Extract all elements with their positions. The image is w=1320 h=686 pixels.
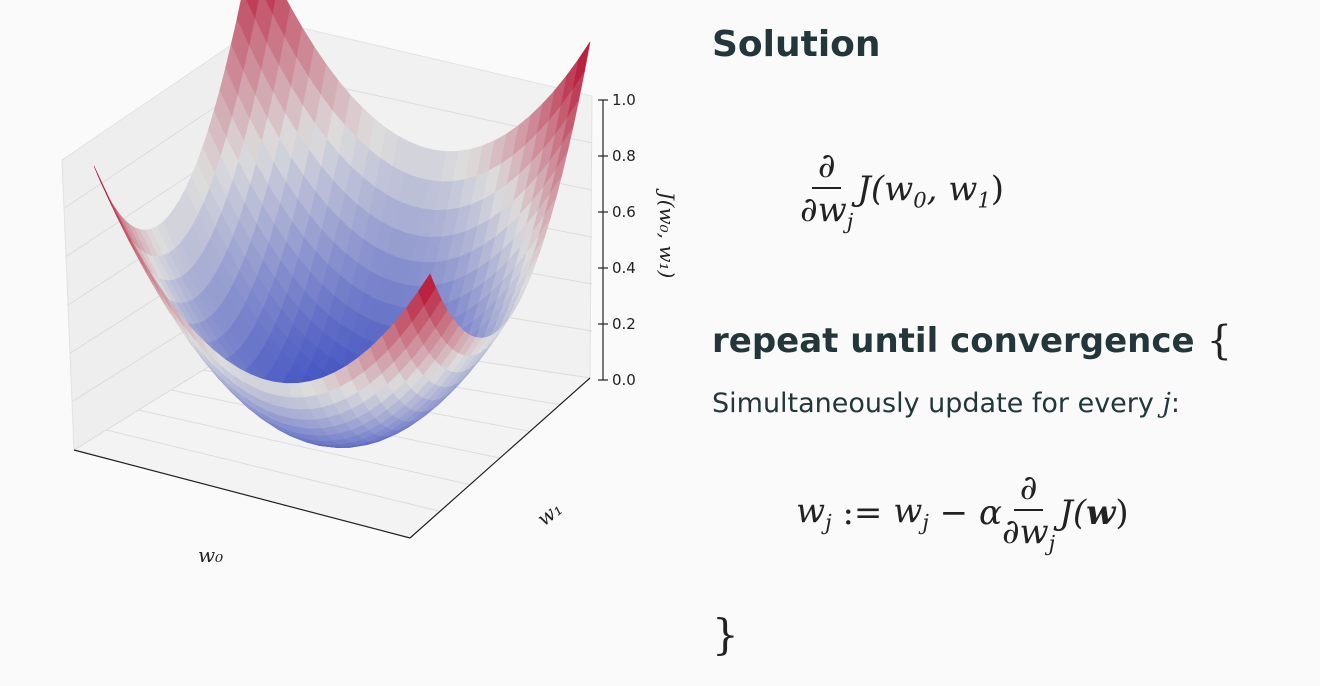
update-lhs: wj [796, 491, 832, 535]
assign-operator: := [831, 493, 894, 533]
open-brace: { [1206, 318, 1233, 364]
w0-axis-line [73, 449, 411, 539]
grid-line [138, 409, 471, 486]
update-rhs: wj [893, 491, 929, 535]
grid-line [106, 429, 441, 512]
cost-surface [93, 0, 591, 448]
z-tick-label: 0.2 [612, 315, 636, 333]
z-axis: 0.0 0.2 0.4 0.6 0.8 1.0 [598, 91, 636, 389]
surface-patch [93, 165, 112, 206]
repeat-heading: repeat until convergence { [712, 318, 1232, 364]
update-instruction: Simultaneously update for every j: [712, 388, 1180, 419]
fraction-numerator: ∂ [811, 147, 842, 190]
z-axis-label: J(w₀, w₁) [655, 188, 679, 279]
update-fraction: ∂ ∂wj [1001, 468, 1056, 556]
repeat-label: repeat until convergence [712, 321, 1195, 361]
derivative-fraction: ∂ ∂wj [800, 147, 854, 234]
slide-title: Solution [712, 24, 881, 65]
cost-function-expression: J(w0, w1) [857, 169, 1005, 213]
surface-plot: 0.0 0.2 0.4 0.6 0.8 1.0 w₀ w₁ J(w₀, w₁) [61, 0, 679, 567]
z-tick-label: 1.0 [612, 91, 636, 109]
w0-axis-label: w₀ [198, 543, 223, 567]
z-tick-label: 0.4 [612, 259, 636, 277]
floor-edges [73, 377, 591, 539]
w1-axis-line [409, 377, 591, 539]
surface-patch [264, 0, 276, 16]
close-brace: } [712, 610, 739, 659]
z-tick-label: 0.8 [612, 147, 636, 165]
partial-derivative-formula: ∂ ∂wj J(w0, w1) [800, 147, 1005, 234]
z-tick-label: 0.0 [612, 371, 636, 389]
gradient-update-formula: wj := wj − α ∂ ∂wj J(w) [796, 468, 1129, 556]
w1-axis-label: w₁ [532, 496, 567, 530]
z-tick-label: 0.6 [612, 203, 636, 221]
fraction-denominator: ∂wj [800, 190, 854, 234]
minus-alpha: − α [928, 493, 1002, 533]
cost-of-w: J(w) [1059, 493, 1129, 533]
